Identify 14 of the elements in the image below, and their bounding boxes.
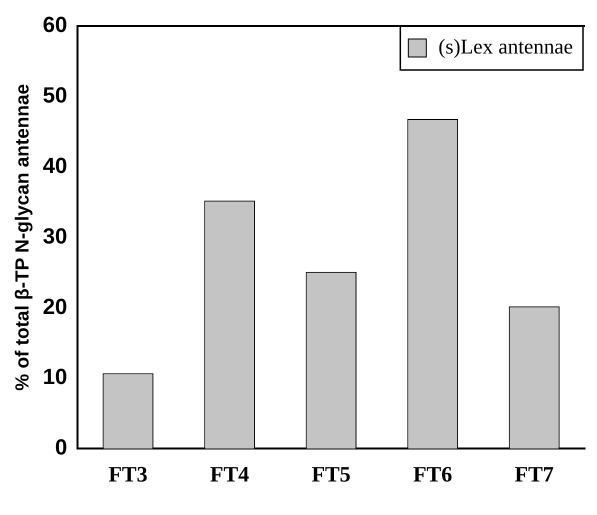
y-tick-label: 0 (55, 434, 68, 460)
y-axis-title: % of total β-TP N-glycan antennae (12, 84, 34, 391)
y-tick-label: 30 (42, 223, 68, 248)
x-tick-label: FT3 (108, 461, 148, 486)
x-tick-label: FT4 (210, 461, 250, 486)
y-tick-label: 10 (42, 364, 68, 390)
legend-label: (s)Lex antennae (438, 34, 574, 59)
x-tick-label: FT6 (413, 461, 452, 486)
x-tick-label: FT5 (312, 461, 351, 486)
y-tick-label: 60 (42, 12, 68, 38)
y-tick-label: 20 (42, 294, 68, 319)
x-tick-label: FT7 (514, 461, 554, 486)
y-tick-label: 40 (42, 152, 68, 178)
y-tick-label: 50 (42, 82, 68, 108)
